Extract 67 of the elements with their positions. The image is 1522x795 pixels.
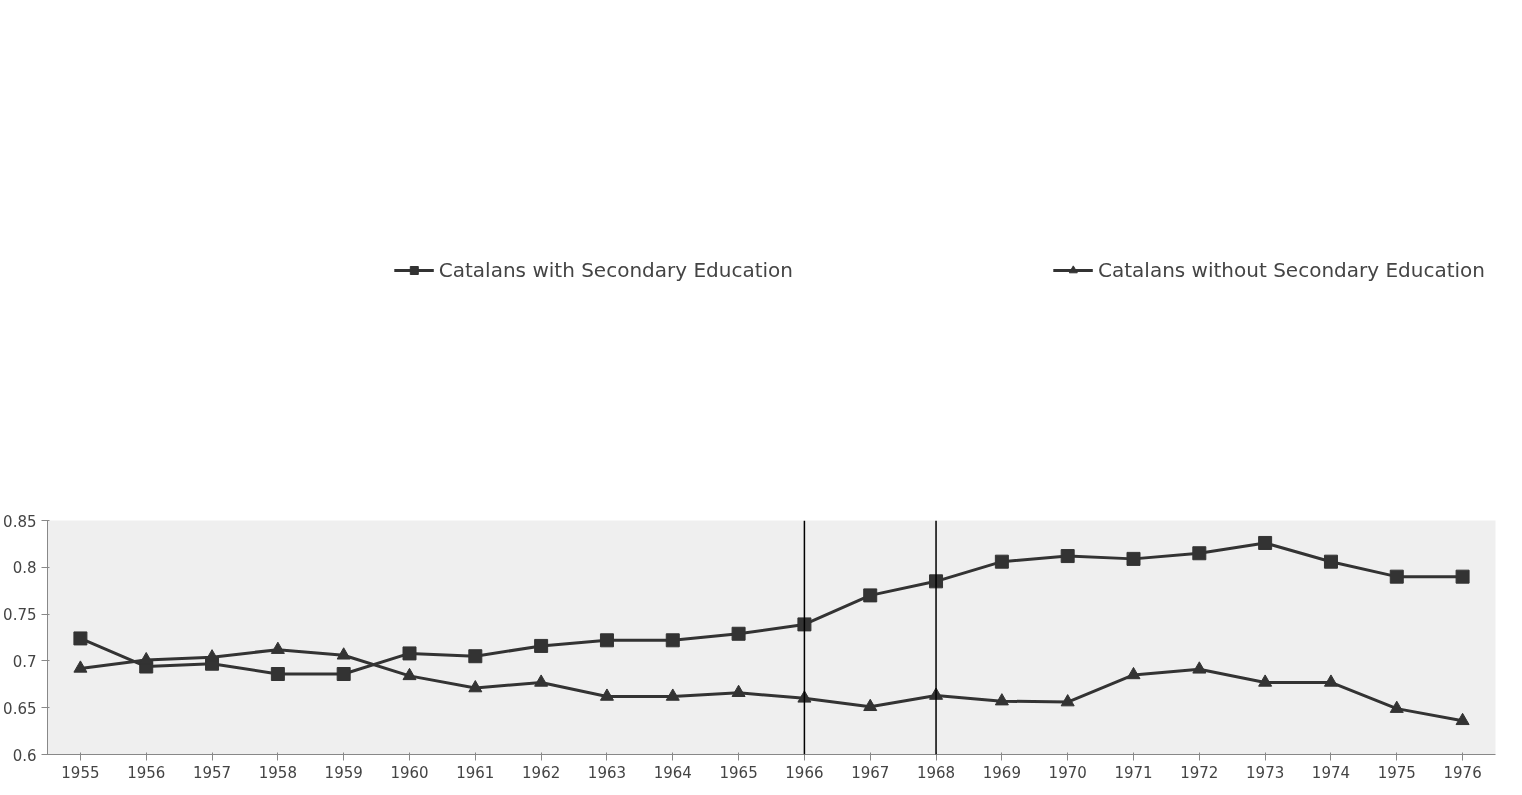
point (731, 626, 746, 641)
x-tick-label: 1964 (653, 763, 692, 782)
x-tick-label: 1963 (587, 763, 627, 782)
y-tick-label: 0.8 (12, 559, 37, 578)
x-tick-label: 1973 (1246, 763, 1285, 782)
x-tick-label: 1962 (522, 763, 561, 782)
point (1258, 674, 1273, 687)
x-tick-label: 1972 (1180, 763, 1219, 782)
point (534, 638, 549, 653)
x-tick-label: 1967 (851, 763, 890, 782)
point (599, 633, 614, 648)
x-tick-label: 1958 (258, 763, 297, 782)
point (665, 633, 680, 648)
x-tick-label: 1959 (324, 763, 363, 782)
y-tick-label: 0.6 (12, 746, 37, 765)
legend-label: Catalans with Secondary Education (438, 258, 794, 282)
point (1192, 546, 1207, 561)
legend-label: Catalans without Secondary Education (1098, 258, 1485, 282)
point (1389, 700, 1404, 713)
point (1126, 666, 1141, 680)
point (336, 667, 351, 681)
x-tick-label: 1966 (785, 763, 824, 782)
y-tick-label: 0.7 (12, 652, 37, 671)
x-tick-label: 1975 (1377, 763, 1416, 782)
point (534, 674, 549, 687)
point (1060, 549, 1075, 564)
point (1192, 661, 1207, 674)
point (270, 641, 285, 654)
point (402, 667, 417, 681)
point (731, 684, 746, 697)
point (665, 688, 680, 701)
x-tick-label: 1976 (1443, 763, 1482, 782)
y-tick-label: 0.85 (3, 512, 37, 531)
point (1323, 554, 1338, 569)
x-tick-label: 1960 (390, 763, 429, 782)
x-tick-label: 1974 (1311, 763, 1351, 782)
point (73, 660, 88, 673)
x-tick-label: 1956 (127, 763, 166, 782)
point (468, 680, 483, 693)
point (863, 588, 878, 603)
point (1258, 535, 1273, 550)
y-tick-label: 0.75 (3, 606, 37, 625)
x-tick-label: 1971 (1114, 763, 1153, 782)
point (994, 554, 1009, 569)
x-tick-label: 1969 (982, 763, 1021, 782)
point (1126, 551, 1141, 566)
point (336, 647, 351, 660)
point (863, 698, 878, 712)
x-tick-label: 1955 (61, 763, 100, 782)
point (1323, 674, 1338, 687)
point (994, 693, 1009, 706)
x-tick-label: 1970 (1048, 763, 1087, 782)
point (270, 667, 285, 681)
point (1389, 569, 1404, 584)
y-tick-label: 0.65 (3, 699, 37, 718)
point (468, 649, 483, 664)
point (1455, 569, 1470, 584)
x-tick-label: 1965 (719, 763, 758, 782)
point (599, 688, 614, 701)
point (73, 631, 88, 646)
x-tick-label: 1961 (456, 763, 495, 782)
x-tick-label: 1957 (192, 763, 232, 782)
x-tick-label: 1968 (916, 763, 956, 782)
point (1060, 694, 1075, 707)
point (402, 646, 417, 661)
point (1455, 712, 1470, 726)
point (797, 617, 812, 632)
